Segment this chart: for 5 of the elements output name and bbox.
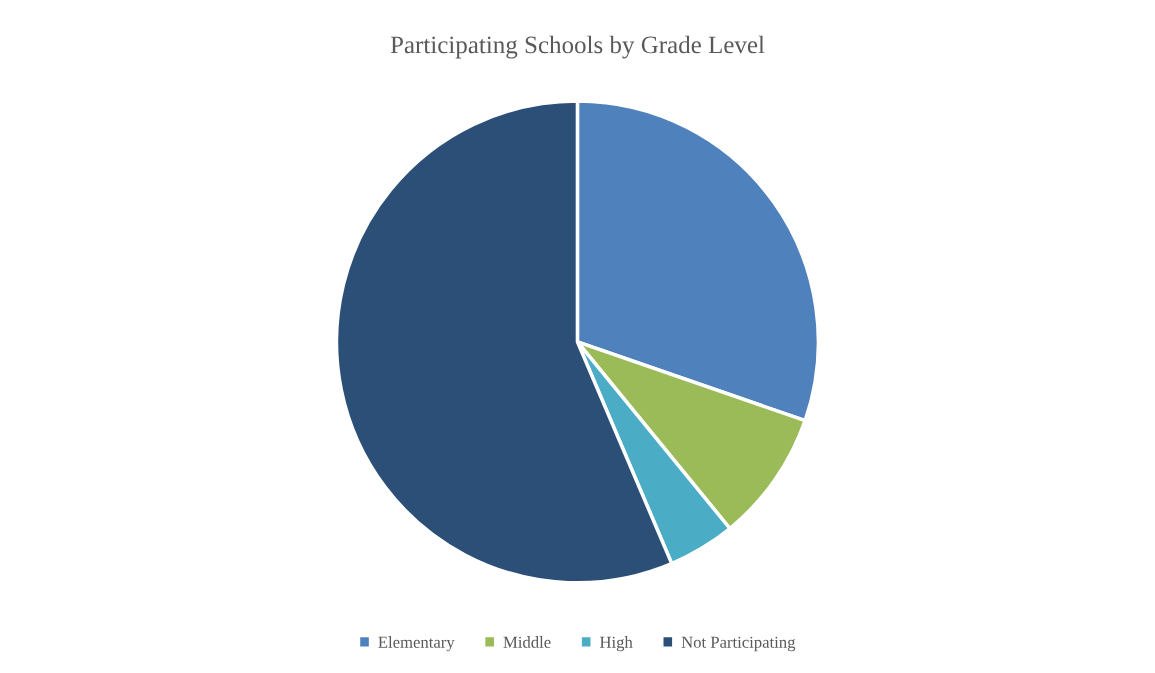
chart-title: Participating Schools by Grade Level — [390, 35, 765, 59]
legend-label: Elementary — [378, 636, 455, 652]
legend-label: Middle — [503, 636, 551, 648]
legend-label: High — [599, 636, 633, 652]
legend-label: Not Participating — [681, 636, 796, 652]
